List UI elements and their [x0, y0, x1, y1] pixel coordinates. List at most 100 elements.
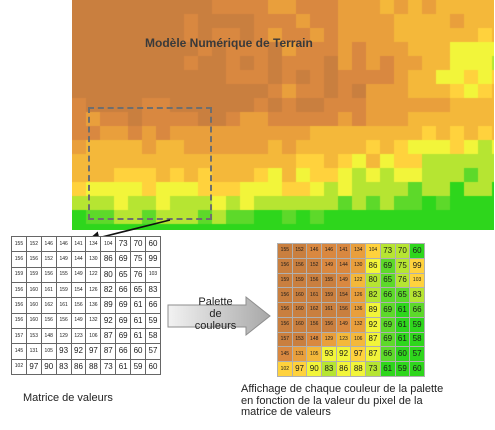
matrix-cell: 103 [146, 267, 161, 282]
matrix-cell: 80 [101, 267, 116, 282]
palette-label: Palette de couleurs [178, 296, 253, 332]
matrix-cell: 162 [41, 298, 56, 313]
matrix-cell: 160 [292, 288, 307, 303]
matrix-cell: 160 [26, 298, 41, 313]
matrix-cell: 76 [131, 267, 146, 282]
matrix-row: 155 152 146 146 141 134 104 73 70 60 [278, 244, 425, 259]
matrix-cell: 93 [56, 344, 71, 359]
matrix-cell: 66 [116, 282, 131, 297]
matrix-row: 156 160 156 156 149 132 92 69 61 59 [12, 313, 161, 328]
matrix-cell: 126 [351, 288, 366, 303]
palette-label-line: couleurs [178, 320, 253, 332]
palette-label-line: de [178, 308, 253, 320]
matrix-cell: 61 [380, 362, 395, 377]
matrix-cell: 69 [116, 298, 131, 313]
matrix-cell: 146 [41, 237, 56, 252]
matrix-cell: 105 [307, 347, 322, 362]
matrix-cell: 106 [351, 332, 366, 347]
matrix-cell: 59 [146, 313, 161, 328]
matrix-row: 156 160 161 159 154 126 82 66 65 83 [278, 288, 425, 303]
matrix-cell: 153 [26, 328, 41, 343]
matrix-cell: 66 [380, 347, 395, 362]
matrix-cell: 60 [410, 244, 425, 259]
matrix-cell: 144 [336, 258, 351, 273]
matrix-cell: 59 [410, 317, 425, 332]
matrix-cell: 148 [41, 328, 56, 343]
matrix-cell: 57 [410, 347, 425, 362]
matrix-cell: 86 [71, 359, 86, 374]
matrix-row: 145 131 105 93 92 97 87 66 60 57 [278, 347, 425, 362]
matrix-cell: 102 [12, 359, 27, 374]
matrix-cell: 69 [116, 252, 131, 267]
matrix-row: 156 156 152 149 144 130 86 69 75 99 [12, 252, 161, 267]
caption-line: Affichage de chaque couleur de la palett… [241, 384, 491, 396]
matrix-cell: 149 [336, 317, 351, 332]
matrix-cell: 83 [56, 359, 71, 374]
matrix-cell: 103 [410, 273, 425, 288]
matrix-cell: 69 [380, 303, 395, 318]
matrix-cell: 57 [146, 344, 161, 359]
matrix-label: Matrice de valeurs [23, 392, 113, 404]
matrix-row: 145 131 105 93 92 97 87 66 60 57 [12, 344, 161, 359]
matrix-cell: 156 [322, 317, 337, 332]
matrix-cell: 155 [12, 237, 27, 252]
matrix-cell: 159 [292, 273, 307, 288]
matrix-cell: 156 [26, 252, 41, 267]
matrix-row: 156 160 162 161 156 136 89 69 61 66 [12, 298, 161, 313]
matrix-cell: 60 [146, 237, 161, 252]
matrix-row: 156 160 156 156 149 132 92 69 61 59 [278, 317, 425, 332]
matrix-cell: 157 [278, 332, 293, 347]
matrix-cell: 159 [322, 288, 337, 303]
matrix-row: 156 160 161 159 154 126 82 66 65 83 [12, 282, 161, 297]
matrix-cell: 66 [146, 298, 161, 313]
matrix-cell: 156 [12, 282, 27, 297]
matrix-cell: 73 [101, 359, 116, 374]
matrix-cell: 156 [278, 288, 293, 303]
matrix-cell: 59 [131, 359, 146, 374]
matrix-cell: 82 [366, 288, 381, 303]
matrix-cell: 70 [131, 237, 146, 252]
matrix-cell: 129 [56, 328, 71, 343]
matrix-row: 155 152 146 146 141 134 104 73 70 60 [12, 237, 161, 252]
matrix-cell: 59 [395, 362, 410, 377]
caption-line: matrice de valeurs [241, 407, 491, 419]
matrix-cell: 154 [71, 282, 86, 297]
matrix-row: 159 159 156 155 149 122 80 65 76 103 [278, 273, 425, 288]
matrix-cell: 90 [307, 362, 322, 377]
matrix-cell: 97 [292, 362, 307, 377]
matrix-cell: 92 [101, 313, 116, 328]
matrix-cell: 61 [395, 332, 410, 347]
matrix-cell: 161 [41, 282, 56, 297]
matrix-cell: 157 [12, 328, 27, 343]
matrix-cell: 156 [307, 273, 322, 288]
matrix-cell: 89 [101, 298, 116, 313]
matrix-cell: 136 [351, 303, 366, 318]
matrix-cell: 146 [322, 244, 337, 259]
matrix-cell: 159 [12, 267, 27, 282]
matrix-cell: 154 [336, 288, 351, 303]
matrix-cell: 97 [26, 359, 41, 374]
matrix-cell: 61 [131, 328, 146, 343]
matrix-cell: 73 [366, 362, 381, 377]
matrix-cell: 87 [101, 344, 116, 359]
matrix-cell: 69 [116, 313, 131, 328]
matrix-cell: 144 [71, 252, 86, 267]
matrix-cell: 148 [307, 332, 322, 347]
value-matrix: 155 152 146 146 141 134 104 73 70 60 156 156 152 149 1… [11, 236, 161, 375]
matrix-row: 102 97 90 83 86 88 73 61 59 60 [278, 362, 425, 377]
matrix-cell: 146 [307, 244, 322, 259]
matrix-cell: 61 [131, 298, 146, 313]
matrix-cell: 152 [26, 237, 41, 252]
matrix-cell: 153 [292, 332, 307, 347]
matrix-cell: 86 [366, 258, 381, 273]
color-matrix: 155 152 146 146 141 134 104 73 70 60 156 156 152 149 1… [277, 243, 425, 377]
matrix-cell: 86 [336, 362, 351, 377]
matrix-cell: 76 [395, 273, 410, 288]
matrix-cell: 105 [41, 344, 56, 359]
matrix-cell: 92 [71, 344, 86, 359]
matrix-cell: 130 [86, 252, 101, 267]
matrix-cell: 156 [12, 252, 27, 267]
matrix-cell: 87 [101, 328, 116, 343]
matrix-cell: 106 [86, 328, 101, 343]
matrix-cell: 149 [71, 267, 86, 282]
